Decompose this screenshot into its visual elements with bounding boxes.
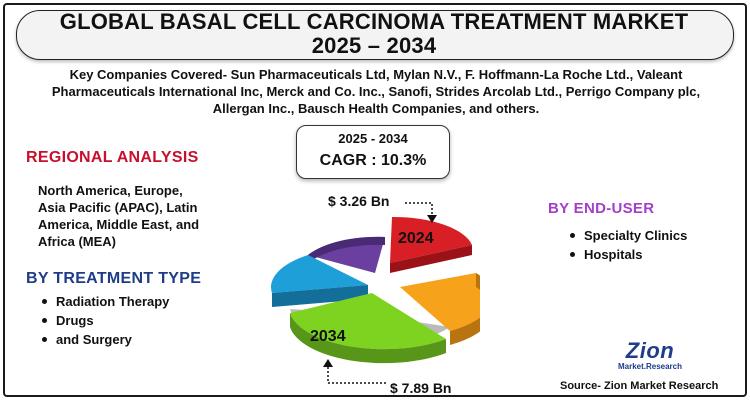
cagr-period: 2025 - 2034	[338, 131, 408, 146]
pointer-2034-arrow	[323, 359, 388, 384]
title-banner	[16, 10, 734, 60]
treatment-list: Radiation Therapy Drugs and Surgery	[38, 292, 169, 349]
end-user-list: Specialty Clinics Hospitals	[566, 226, 687, 264]
pie-label-2024: 2024	[398, 230, 434, 247]
title-line-1: GLOBAL BASAL CELL CARCINOMA TREATMENT MA…	[59, 9, 689, 34]
cagr-value: CAGR : 10.3%	[319, 152, 427, 169]
companies-line-1: Key Companies Covered- Sun Pharmaceutica…	[69, 67, 683, 82]
zion-logo: Zion Market.Research	[610, 338, 690, 376]
value-2025: $ 3.26 Bn	[328, 193, 390, 209]
pie-slice-orange	[400, 273, 480, 331]
regional-line-1: North America, Europe,	[38, 183, 183, 198]
logo-name: Zion	[625, 338, 675, 363]
regional-heading: REGIONAL ANALYSIS	[26, 149, 199, 166]
regional-line-4: Africa (MEA)	[38, 234, 117, 249]
pie-label-2034: 2034	[310, 328, 346, 345]
list-item: Radiation Therapy	[38, 292, 169, 311]
value-2034: $ 7.89 Bn	[390, 380, 452, 396]
logo-tagline: Market.Research	[617, 362, 683, 371]
source-note: Source- Zion Market Research	[560, 380, 719, 392]
page-title: GLOBAL BASAL CELL CARCINOMA TREATMENT MA…	[16, 10, 732, 58]
title-line-2: 2025 – 2034	[311, 33, 437, 58]
pie-slice-blue	[270, 255, 368, 293]
regional-text: North America, Europe, Asia Pacific (APA…	[38, 182, 248, 250]
end-user-heading: BY END-USER	[548, 200, 655, 217]
pie-slice-green	[290, 293, 446, 350]
treatment-heading: BY TREATMENT TYPE	[26, 270, 202, 287]
list-item: Hospitals	[566, 245, 687, 264]
cagr-box: 2025 - 2034 CAGR : 10.3%	[296, 125, 450, 179]
key-companies: Key Companies Covered- Sun Pharmaceutica…	[36, 66, 716, 117]
regional-line-3: America, Middle East, and	[38, 217, 200, 232]
pointer-2025-arrow	[405, 202, 437, 223]
list-item: Specialty Clinics	[566, 226, 687, 245]
pie-graphic: 2024 2034	[270, 202, 480, 384]
pie-slice-red	[390, 216, 472, 263]
companies-line-3: Allergan Inc., Bausch Health Companies, …	[212, 101, 540, 116]
list-item: and Surgery	[38, 330, 169, 349]
companies-line-2: Pharmaceuticals International Inc, Merck…	[51, 84, 701, 99]
regional-line-2: Asia Pacific (APAC), Latin	[38, 200, 198, 215]
list-item: Drugs	[38, 311, 169, 330]
